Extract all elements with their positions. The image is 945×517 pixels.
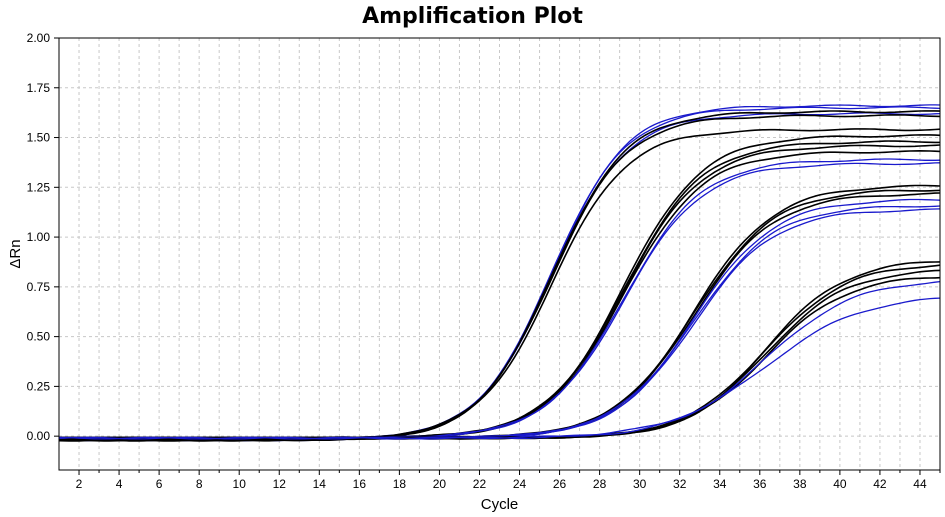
series-line-group3-trace4 bbox=[58, 198, 941, 440]
x-tick-label: 22 bbox=[473, 477, 487, 491]
x-tick-label: 42 bbox=[873, 477, 887, 491]
y-tick-label: 1.25 bbox=[27, 180, 51, 194]
x-tick-label: 28 bbox=[593, 477, 607, 491]
plot-frame bbox=[58, 37, 941, 471]
y-tick-label: 1.50 bbox=[27, 131, 51, 145]
x-tick-label: 10 bbox=[233, 477, 247, 491]
y-tick-label: 0.25 bbox=[27, 379, 51, 393]
series-line-group2-trace6 bbox=[58, 162, 941, 440]
x-tick-label: 38 bbox=[793, 477, 807, 491]
y-tick-label: 0.00 bbox=[27, 429, 51, 443]
grid bbox=[59, 38, 940, 470]
x-axis-title: Cycle bbox=[481, 496, 519, 513]
x-tick-label: 8 bbox=[196, 477, 203, 491]
x-tick-label: 6 bbox=[156, 477, 163, 491]
x-tick-label: 26 bbox=[553, 477, 567, 491]
y-tick-label: 0.50 bbox=[27, 330, 51, 344]
x-tick-label: 2 bbox=[76, 477, 83, 491]
x-tick-label: 16 bbox=[353, 477, 367, 491]
y-tick-label: 0.75 bbox=[27, 280, 51, 294]
series-line-group4-trace3 bbox=[59, 269, 941, 440]
x-tick-label: 12 bbox=[273, 477, 287, 491]
chart-title: Amplification Plot bbox=[362, 4, 583, 29]
y-tick-label: 1.00 bbox=[27, 230, 51, 244]
x-tick-label: 30 bbox=[633, 477, 647, 491]
x-tick-label: 34 bbox=[713, 477, 727, 491]
series-line-group1-trace6 bbox=[58, 128, 941, 442]
x-tick-label: 20 bbox=[433, 477, 447, 491]
x-tick-label: 14 bbox=[313, 477, 327, 491]
series-lines bbox=[58, 104, 941, 442]
x-tick-label: 24 bbox=[513, 477, 527, 491]
y-axis-title: ΔRn bbox=[7, 239, 24, 268]
y-axis-ticks: 0.00 0.25 0.50 0.75 1.00 1.25 1.50 1.75 2.00 bbox=[27, 31, 59, 443]
series-line-group4-trace6 bbox=[58, 297, 941, 440]
x-tick-label: 4 bbox=[116, 477, 123, 491]
x-tick-label: 44 bbox=[913, 477, 927, 491]
x-tick-label: 40 bbox=[833, 477, 847, 491]
x-tick-label: 18 bbox=[393, 477, 407, 491]
y-tick-label: 2.00 bbox=[27, 31, 51, 45]
x-axis-ticks: 2 4 6 8 10 12 14 16 18 20 22 24 26 28 30 32 34 36 38 40 42 44 bbox=[76, 470, 941, 491]
x-tick-label: 36 bbox=[753, 477, 767, 491]
x-tick-label: 32 bbox=[673, 477, 687, 491]
y-tick-label: 1.75 bbox=[27, 81, 51, 95]
